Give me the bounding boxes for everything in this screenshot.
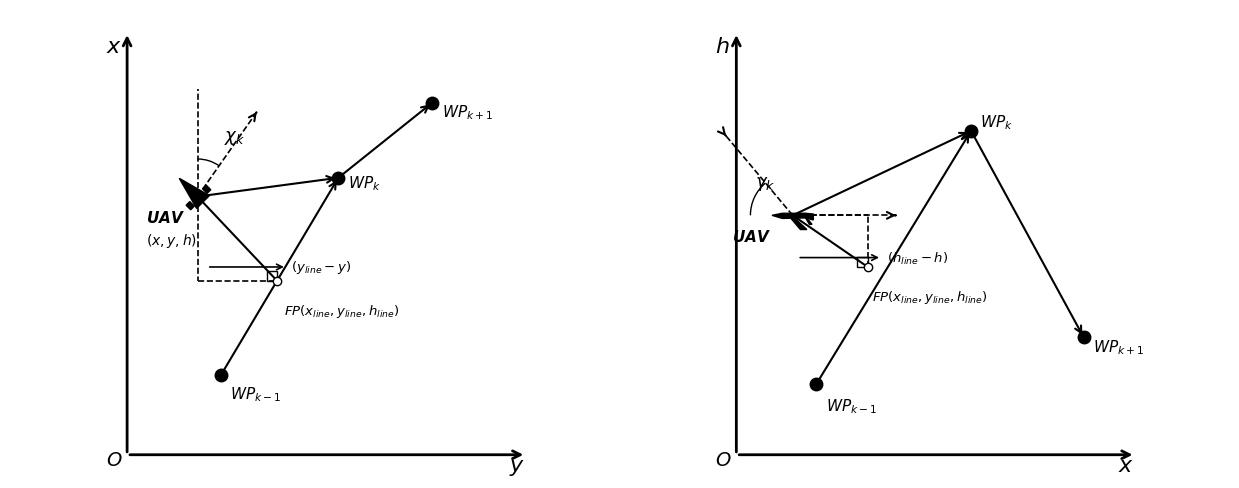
Polygon shape (186, 202, 195, 210)
Text: $FP(x_{line},y_{line},h_{line})$: $FP(x_{line},y_{line},h_{line})$ (285, 302, 400, 319)
Text: $O$: $O$ (107, 450, 123, 469)
Text: $WP_k$: $WP_k$ (348, 174, 380, 192)
Text: $\chi_k$: $\chi_k$ (224, 128, 245, 146)
Text: $WP_k$: $WP_k$ (980, 113, 1014, 132)
Polygon shape (772, 214, 813, 221)
Text: $O$: $O$ (715, 450, 732, 469)
Polygon shape (790, 218, 807, 230)
Text: $\boldsymbol{UAV}$: $\boldsymbol{UAV}$ (732, 229, 771, 244)
Polygon shape (180, 179, 209, 209)
Text: $(x,y,h)$: $(x,y,h)$ (146, 231, 197, 249)
Text: $WP_{k-1}$: $WP_{k-1}$ (825, 396, 877, 415)
Text: $(h_{line}-h)$: $(h_{line}-h)$ (887, 250, 948, 266)
Text: $h$: $h$ (715, 37, 730, 57)
Text: $\gamma_k$: $\gamma_k$ (755, 175, 776, 193)
Text: $FP(x_{line},y_{line},h_{line})$: $FP(x_{line},y_{line},h_{line})$ (872, 288, 989, 305)
Text: $x$: $x$ (107, 37, 121, 57)
Text: $(y_{line}-y)$: $(y_{line}-y)$ (291, 259, 352, 276)
Text: $\boldsymbol{UAV}$: $\boldsymbol{UAV}$ (146, 210, 185, 226)
Text: $WP_{k-1}$: $WP_{k-1}$ (230, 385, 281, 403)
Polygon shape (805, 219, 812, 225)
Text: $x$: $x$ (1118, 455, 1134, 475)
Polygon shape (202, 186, 211, 194)
Text: $WP_{k+1}$: $WP_{k+1}$ (441, 103, 493, 122)
Text: $WP_{k+1}$: $WP_{k+1}$ (1093, 338, 1145, 356)
Text: $y$: $y$ (509, 457, 525, 477)
